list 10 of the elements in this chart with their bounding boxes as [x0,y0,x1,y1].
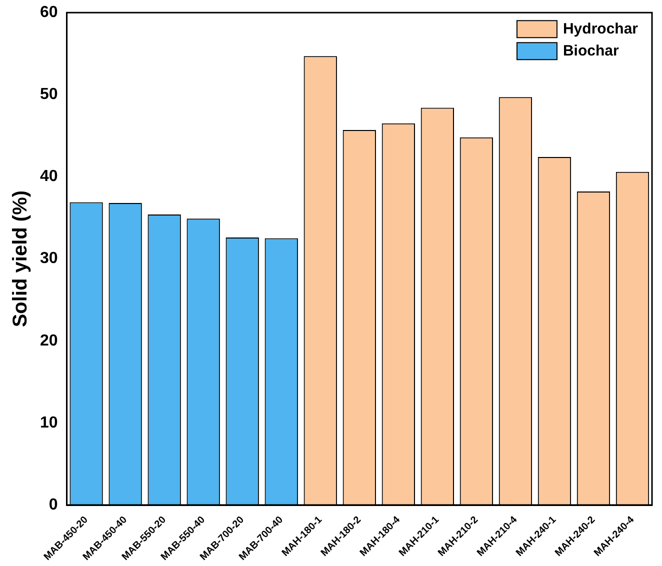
y-tick-label: 60 [40,4,58,22]
y-axis-title: Solid yield (%) [10,190,32,328]
y-tick-label: 0 [48,496,58,514]
legend-label: Biochar [562,42,619,60]
y-tick-label: 50 [40,86,58,104]
y-tick-label: 30 [40,250,58,268]
y-tick-label: 20 [40,332,58,350]
legend-label: Hydrochar [562,20,638,38]
y-tick-label: 40 [40,168,58,186]
y-tick-label: 10 [40,414,58,432]
